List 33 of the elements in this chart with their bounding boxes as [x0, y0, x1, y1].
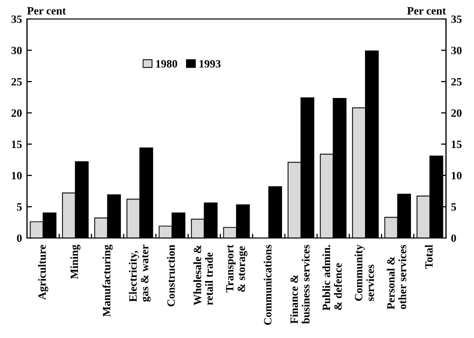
x-tick-label: Agriculture [38, 244, 48, 300]
x-tick-label: Mining [70, 244, 80, 279]
y-tick-label: 0 [17, 234, 22, 242]
x-tick-label: Electricity, gas & water [128, 244, 151, 302]
x-tick-label: Wholesale & retail trade [193, 245, 213, 306]
y-tick-label: 25 [11, 78, 22, 86]
y-tick-label: 20 [11, 109, 22, 117]
x-tick-label: Community services [354, 244, 374, 302]
y-tick-label: 5 [17, 203, 22, 211]
x-tick-label: Construction [167, 244, 175, 306]
y-tick-label: 30 [11, 46, 22, 54]
y2-tick-label: 15 [452, 140, 462, 148]
y-tick-label: 15 [12, 140, 22, 148]
y-tick-label: 10 [12, 172, 22, 180]
x-tick-label: Personal & other services [386, 244, 406, 310]
legend-label: 1980 [156, 60, 178, 68]
y2-tick-label: 25 [451, 78, 462, 86]
y2-tick-label: 20 [451, 109, 462, 117]
y-tick-label: 35 [11, 15, 22, 23]
y2-tick-label: 35 [451, 15, 462, 23]
y2-tick-label: 0 [451, 234, 456, 242]
y2-axis-title: Per cent [407, 7, 446, 15]
x-tick-label: Communications [264, 244, 272, 325]
legend-label: 1993 [200, 60, 221, 68]
x-tick-label: Public admin. & defence [322, 245, 342, 310]
x-tick-label: Total [424, 244, 433, 269]
y2-tick-label: 5 [451, 203, 456, 211]
y2-tick-label: 10 [452, 172, 462, 180]
x-tick-label: Manufacturing [102, 244, 113, 317]
x-tick-label: Finance & business services [290, 244, 310, 324]
y2-tick-label: 30 [451, 46, 462, 54]
x-tick-label: Transport & storage [226, 244, 248, 292]
y-axis-title: Per cent [27, 7, 66, 15]
